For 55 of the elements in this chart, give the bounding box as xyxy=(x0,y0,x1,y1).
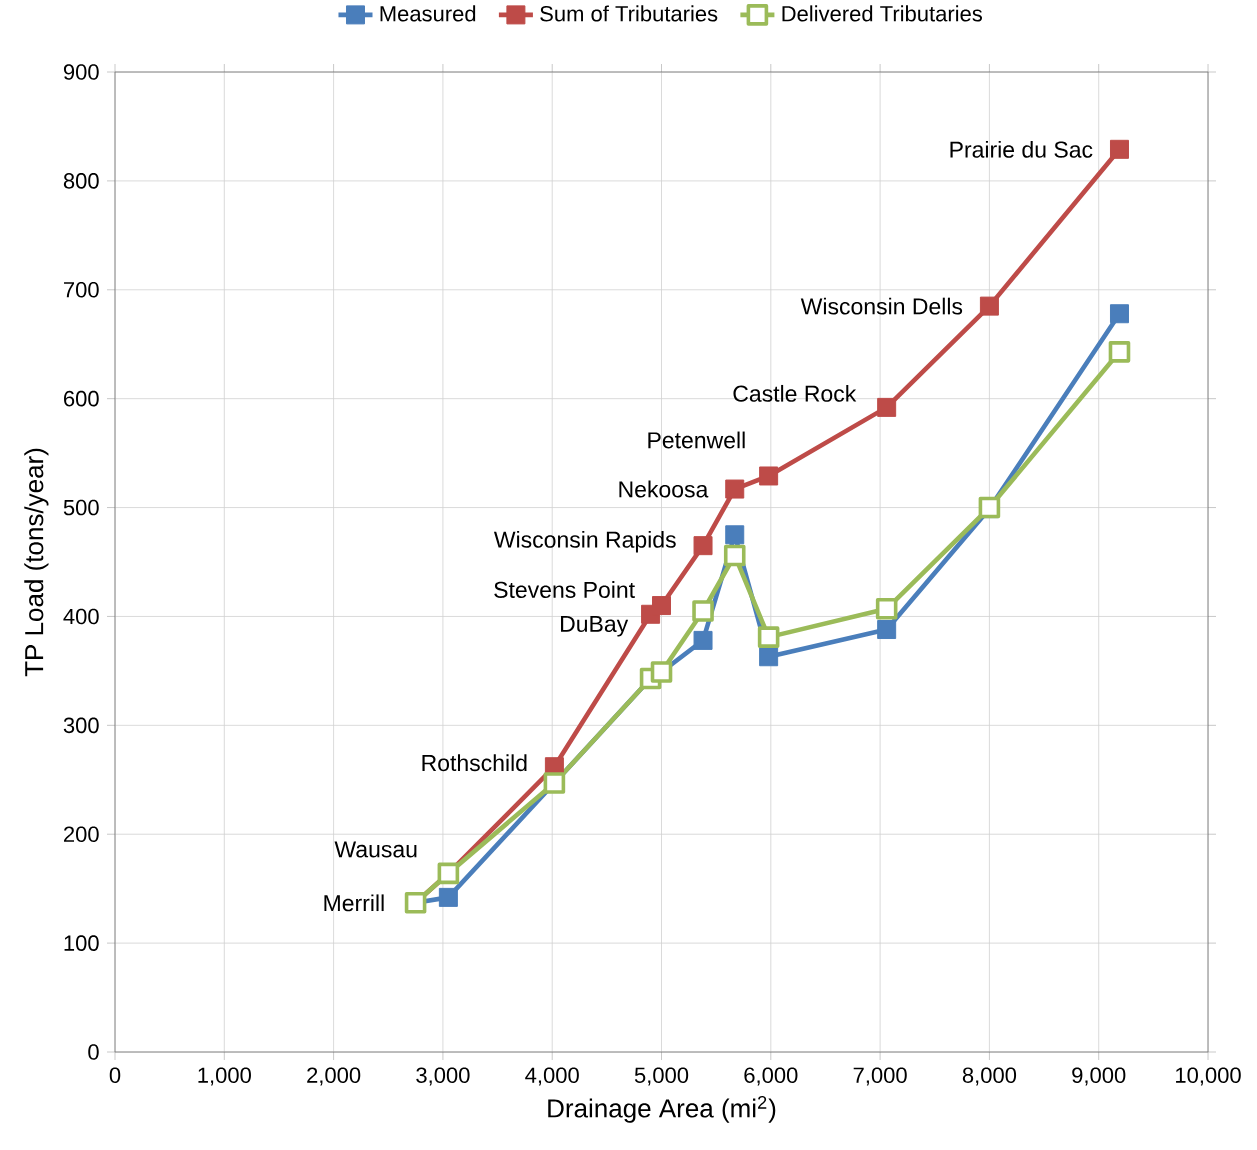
point xyxy=(693,536,713,556)
annotation: Prairie du Sac xyxy=(950,140,1093,158)
annotation: Merrill xyxy=(324,894,384,912)
point xyxy=(757,626,780,648)
y-tick-label: 700 xyxy=(64,281,99,298)
y-tick-label: 900 xyxy=(63,64,99,80)
y-tick-label: 0 xyxy=(88,1044,99,1060)
point xyxy=(723,544,746,567)
point xyxy=(1109,304,1129,324)
annotation: Stevens Point xyxy=(494,581,635,598)
point xyxy=(875,598,898,620)
annotation: Rothschild xyxy=(422,754,527,772)
x-tick-label: 9,000 xyxy=(1072,1067,1126,1086)
annotation: DuBay xyxy=(561,615,629,637)
point xyxy=(652,596,672,616)
annotation: Wausau xyxy=(334,841,417,858)
y-tick-label: 600 xyxy=(64,390,99,407)
x-tick-label: 5,000 xyxy=(634,1067,689,1086)
annotation: Castle Rock xyxy=(733,384,857,402)
x-tick-label: 6,000 xyxy=(744,1067,798,1086)
x-tick-label: 4,000 xyxy=(525,1067,579,1086)
point xyxy=(438,887,458,907)
x-tick-label: 7,000 xyxy=(853,1067,907,1086)
x-tick-label: 10,000 xyxy=(1176,1067,1241,1086)
legend-label: Measured xyxy=(380,5,476,22)
annotation: Petenwell xyxy=(648,431,745,449)
legend-label: Delivered Tributaries xyxy=(782,5,983,22)
legend-label: Sum of Tributaries xyxy=(540,5,718,22)
x-tick-label: 2,000 xyxy=(307,1067,361,1086)
x-axis-title: Drainage Area (mi$^{2}$) xyxy=(548,1095,776,1123)
y-tick-label: 300 xyxy=(63,717,99,734)
annotation: Nekoosa xyxy=(619,480,709,498)
y-tick-label: 500 xyxy=(63,499,99,516)
point xyxy=(877,397,897,417)
point xyxy=(759,647,779,667)
y-tick-label: 200 xyxy=(63,826,99,843)
annotation: Wisconsin Dells xyxy=(800,297,963,315)
y-tick-label: 100 xyxy=(64,935,99,951)
point xyxy=(693,630,713,650)
y-tick-label: 400 xyxy=(63,608,99,625)
point xyxy=(692,600,714,622)
point xyxy=(725,525,745,545)
y-tick-label: 800 xyxy=(63,173,99,189)
point xyxy=(1109,139,1129,159)
x-tick-label: 3,000 xyxy=(416,1067,470,1086)
x-tick-label: 8,000 xyxy=(962,1067,1017,1086)
point xyxy=(725,479,745,499)
point xyxy=(877,620,897,640)
point xyxy=(1108,341,1131,363)
y-axis-title: TP Load (tons/year) xyxy=(24,448,49,677)
x-tick-label: 0 xyxy=(109,1067,121,1083)
x-tick-label: 1,000 xyxy=(198,1067,251,1086)
point xyxy=(979,296,999,316)
annotation: Wisconsin Rapids xyxy=(493,530,676,553)
point xyxy=(759,466,779,486)
